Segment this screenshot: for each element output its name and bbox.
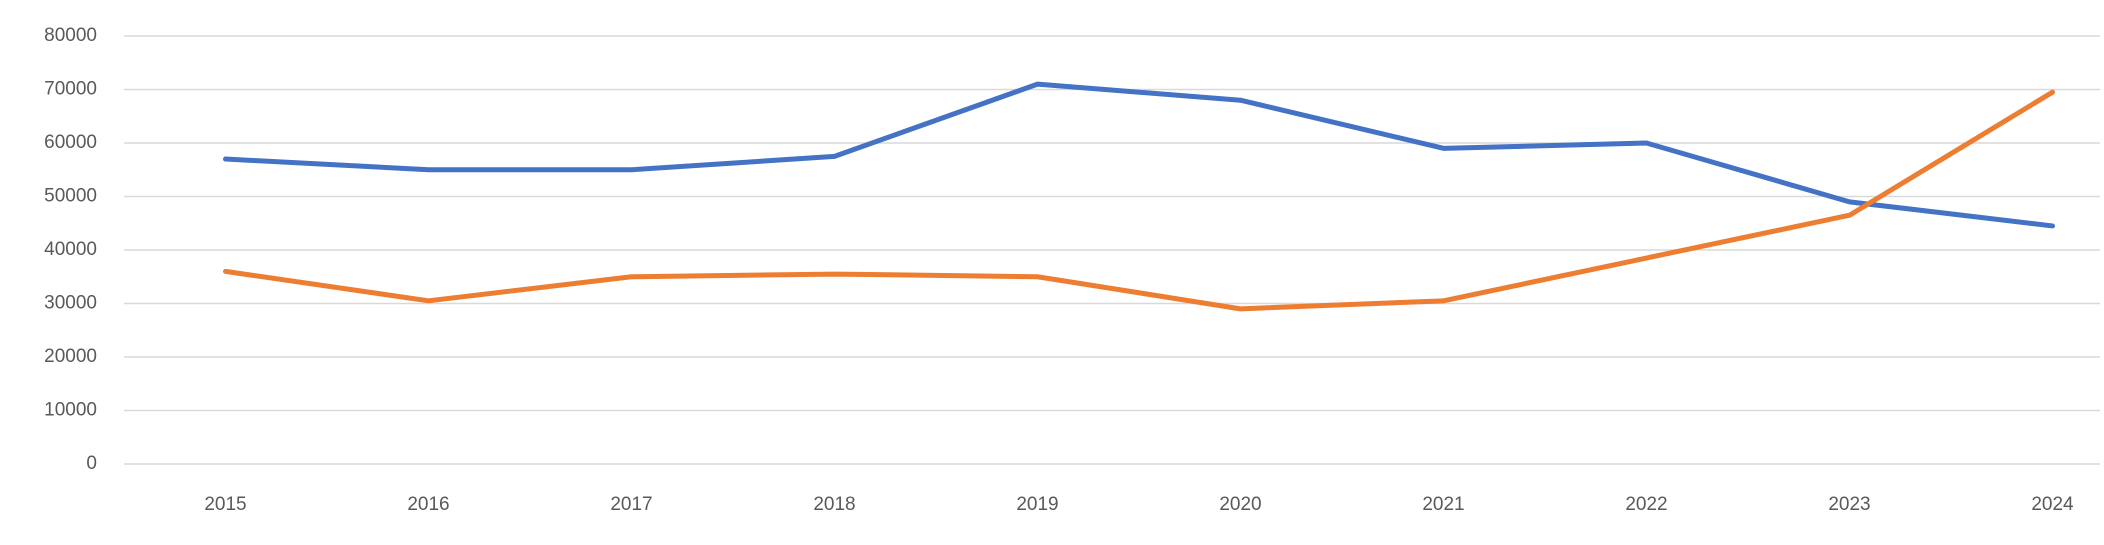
series-line <box>223 89 2055 312</box>
x-tick-label: 2016 <box>407 494 449 515</box>
y-tick-label: 30000 <box>44 293 97 314</box>
y-tick-label: 60000 <box>44 132 97 153</box>
x-tick-label: 2017 <box>610 494 652 515</box>
y-tick-label: 10000 <box>44 400 97 421</box>
x-tick-label: 2021 <box>1422 494 1464 515</box>
y-tick-label: 0 <box>86 453 97 474</box>
x-tick-label: 2024 <box>2031 494 2074 515</box>
x-tick-label: 2018 <box>813 494 855 515</box>
x-tick-label: 2019 <box>1016 494 1058 515</box>
y-tick-label: 80000 <box>44 25 97 46</box>
x-tick-label: 2022 <box>1625 494 1667 515</box>
y-tick-label: 40000 <box>44 239 97 260</box>
y-tick-label: 20000 <box>44 346 97 367</box>
x-tick-label: 2020 <box>1219 494 1261 515</box>
x-tick-label: 2023 <box>1828 494 1870 515</box>
series-line <box>223 81 2055 229</box>
y-tick-label: 70000 <box>44 79 97 100</box>
x-tick-label: 2015 <box>204 494 246 515</box>
y-tick-label: 50000 <box>44 186 97 207</box>
